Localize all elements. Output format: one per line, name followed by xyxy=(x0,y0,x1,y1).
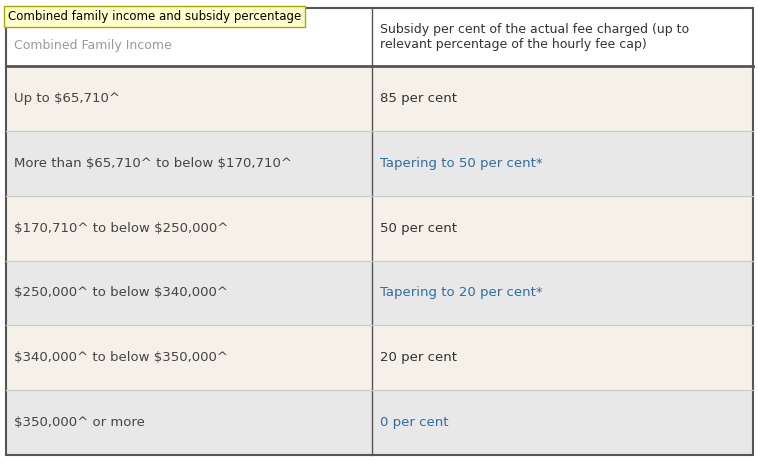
Bar xyxy=(372,8,753,66)
Text: 0 per cent: 0 per cent xyxy=(380,416,449,429)
Text: Up to $65,710^: Up to $65,710^ xyxy=(14,92,120,105)
Bar xyxy=(372,325,753,390)
Text: 50 per cent: 50 per cent xyxy=(380,222,457,235)
Bar xyxy=(6,325,372,390)
Bar xyxy=(6,261,372,325)
Text: $350,000^ or more: $350,000^ or more xyxy=(14,416,145,429)
Text: Tapering to 50 per cent*: Tapering to 50 per cent* xyxy=(380,157,543,170)
Text: More than $65,710^ to below $170,710^: More than $65,710^ to below $170,710^ xyxy=(14,157,292,170)
Text: Combined Family Income: Combined Family Income xyxy=(14,39,172,52)
Text: Subsidy per cent of the actual fee charged (up to
relevant percentage of the hou: Subsidy per cent of the actual fee charg… xyxy=(380,23,689,51)
Bar xyxy=(372,390,753,455)
Bar xyxy=(6,131,372,196)
Bar xyxy=(372,66,753,131)
Bar xyxy=(6,390,372,455)
Bar xyxy=(372,261,753,325)
Text: Tapering to 20 per cent*: Tapering to 20 per cent* xyxy=(380,287,543,300)
Bar xyxy=(372,131,753,196)
Text: 85 per cent: 85 per cent xyxy=(380,92,457,105)
Bar xyxy=(6,196,372,261)
Text: $340,000^ to below $350,000^: $340,000^ to below $350,000^ xyxy=(14,351,228,364)
Bar xyxy=(6,8,372,66)
Bar xyxy=(372,196,753,261)
Text: 20 per cent: 20 per cent xyxy=(380,351,457,364)
Text: $250,000^ to below $340,000^: $250,000^ to below $340,000^ xyxy=(14,287,228,300)
Bar xyxy=(6,66,372,131)
Text: $170,710^ to below $250,000^: $170,710^ to below $250,000^ xyxy=(14,222,228,235)
Text: Combined family income and subsidy percentage: Combined family income and subsidy perce… xyxy=(8,10,301,23)
